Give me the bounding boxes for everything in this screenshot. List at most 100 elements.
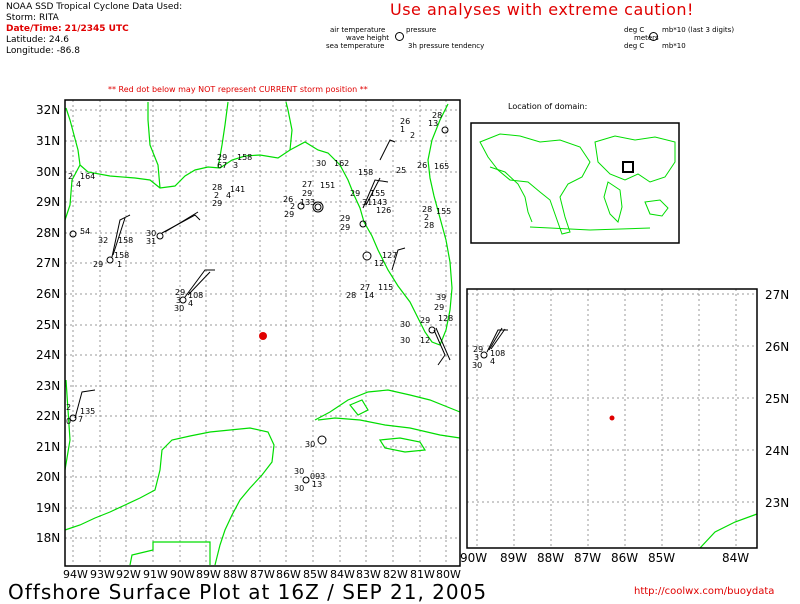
svg-text:12: 12 bbox=[374, 259, 384, 268]
svg-text:29: 29 bbox=[217, 153, 227, 162]
svg-text:29: 29 bbox=[175, 288, 185, 297]
zoom-lon-label-86w: 86W bbox=[611, 551, 639, 565]
svg-text:155: 155 bbox=[436, 207, 451, 216]
svg-text:4: 4 bbox=[226, 191, 231, 200]
svg-text:28: 28 bbox=[432, 111, 442, 120]
svg-text:30: 30 bbox=[400, 320, 410, 329]
svg-text:135: 135 bbox=[80, 407, 95, 416]
legend-deg-c-air: deg C bbox=[624, 26, 645, 34]
svg-text:29: 29 bbox=[212, 199, 222, 208]
legend-meters: meters bbox=[634, 34, 659, 42]
legend-wave-height: wave height bbox=[346, 34, 390, 42]
svg-text:26: 26 bbox=[400, 117, 410, 126]
lon-label-80w: 80W bbox=[436, 568, 461, 581]
lat-label-23n: 23N bbox=[36, 379, 61, 393]
legend-air-temperature: air temperature bbox=[330, 26, 386, 34]
svg-text:108: 108 bbox=[490, 349, 505, 358]
lon-label-89w: 89W bbox=[196, 568, 221, 581]
svg-text:2: 2 bbox=[66, 403, 71, 412]
svg-text:28: 28 bbox=[346, 291, 356, 300]
zoom-lat-label-26n: 26N bbox=[765, 340, 790, 354]
lon-label-91w: 91W bbox=[143, 568, 168, 581]
zoom-lat-label-23n: 23N bbox=[765, 496, 790, 510]
svg-text:28: 28 bbox=[212, 183, 222, 192]
svg-text:4: 4 bbox=[76, 180, 81, 189]
main-map-frame bbox=[64, 99, 461, 567]
source-url[interactable]: http://coolwx.com/buoydata bbox=[634, 586, 775, 597]
zoom-map-grid bbox=[467, 289, 757, 548]
svg-text:2: 2 bbox=[290, 202, 295, 211]
lat-label-22n: 22N bbox=[36, 409, 61, 423]
svg-text:3: 3 bbox=[474, 353, 479, 362]
lat-label-26n: 26N bbox=[36, 287, 61, 301]
zoom-lat-label-27n: 27N bbox=[765, 288, 790, 302]
lat-label-31n: 31N bbox=[36, 134, 61, 148]
lon-label-82w: 82W bbox=[383, 568, 408, 581]
svg-text:28: 28 bbox=[422, 205, 432, 214]
zoom-station-marker bbox=[480, 327, 508, 359]
lat-label-30n: 30N bbox=[36, 165, 61, 179]
lat-label-32n: 32N bbox=[36, 103, 61, 117]
svg-text:1: 1 bbox=[117, 260, 122, 269]
lon-label-85w: 85W bbox=[303, 568, 328, 581]
svg-text:158: 158 bbox=[358, 168, 373, 177]
legend-mb-tendency: mb*10 bbox=[662, 42, 686, 50]
legend-deg-c-sea: deg C bbox=[624, 42, 645, 50]
svg-text:151: 151 bbox=[320, 181, 335, 190]
lon-label-86w: 86W bbox=[276, 568, 301, 581]
inset-world-map bbox=[470, 122, 680, 244]
svg-text:32: 32 bbox=[98, 236, 108, 245]
lat-label-24n: 24N bbox=[36, 348, 61, 362]
storm-longitude: Longitude: -86.8 bbox=[6, 46, 80, 56]
inset-domain-box bbox=[622, 161, 634, 173]
svg-text:2: 2 bbox=[214, 191, 219, 200]
lat-label-20n: 20N bbox=[36, 470, 61, 484]
svg-text:158: 158 bbox=[118, 236, 133, 245]
lon-label-88w: 88W bbox=[223, 568, 248, 581]
svg-text:29: 29 bbox=[434, 303, 444, 312]
svg-text:141: 141 bbox=[230, 185, 245, 194]
data-source-label: NOAA SSD Tropical Cyclone Data Used: bbox=[6, 2, 183, 12]
inset-coastline bbox=[479, 133, 676, 235]
svg-text:143: 143 bbox=[372, 198, 387, 207]
svg-text:2: 2 bbox=[424, 213, 429, 222]
lat-label-19n: 19N bbox=[36, 501, 61, 515]
svg-text:30: 30 bbox=[305, 440, 315, 449]
svg-text:31: 31 bbox=[146, 237, 156, 246]
svg-text:4: 4 bbox=[188, 299, 193, 308]
caution-warning: Use analyses with extreme caution! bbox=[390, 0, 694, 19]
storm-name: Storm: RITA bbox=[6, 13, 59, 23]
svg-text:30: 30 bbox=[174, 304, 184, 313]
lon-label-81w: 81W bbox=[410, 568, 435, 581]
zoom-map-frame bbox=[466, 288, 758, 549]
main-map-grid bbox=[65, 100, 460, 565]
svg-text:165: 165 bbox=[434, 162, 449, 171]
plot-title: Offshore Surface Plot at 16Z / SEP 21, 2… bbox=[8, 580, 488, 604]
lat-label-28n: 28N bbox=[36, 226, 61, 240]
lon-label-93w: 93W bbox=[90, 568, 115, 581]
lon-label-87w: 87W bbox=[250, 568, 275, 581]
zoom-station-labels: 29 3 30 108 4 bbox=[472, 345, 505, 370]
station-markers bbox=[69, 126, 451, 484]
svg-text:29: 29 bbox=[350, 189, 360, 198]
red-dot-note: ** Red dot below may NOT represent CURRE… bbox=[108, 85, 368, 94]
legend-pressure: pressure bbox=[406, 26, 437, 34]
legend-units-circle-icon bbox=[649, 32, 658, 41]
svg-text:164: 164 bbox=[80, 172, 95, 181]
svg-text:126: 126 bbox=[376, 206, 391, 215]
lat-label-18n: 18N bbox=[36, 531, 61, 545]
svg-text:7: 7 bbox=[78, 415, 83, 424]
zoom-lat-label-24n: 24N bbox=[765, 444, 790, 458]
svg-text:30: 30 bbox=[294, 467, 304, 476]
svg-text:0: 0 bbox=[66, 417, 71, 426]
svg-text:2: 2 bbox=[410, 131, 415, 140]
svg-text:3: 3 bbox=[233, 161, 238, 170]
legend-station-circle-icon bbox=[395, 32, 404, 41]
svg-text:133: 133 bbox=[300, 198, 315, 207]
lat-label-25n: 25N bbox=[36, 318, 61, 332]
lat-label-29n: 29N bbox=[36, 195, 61, 209]
svg-text:13: 13 bbox=[428, 119, 438, 128]
svg-text:27: 27 bbox=[360, 283, 370, 292]
